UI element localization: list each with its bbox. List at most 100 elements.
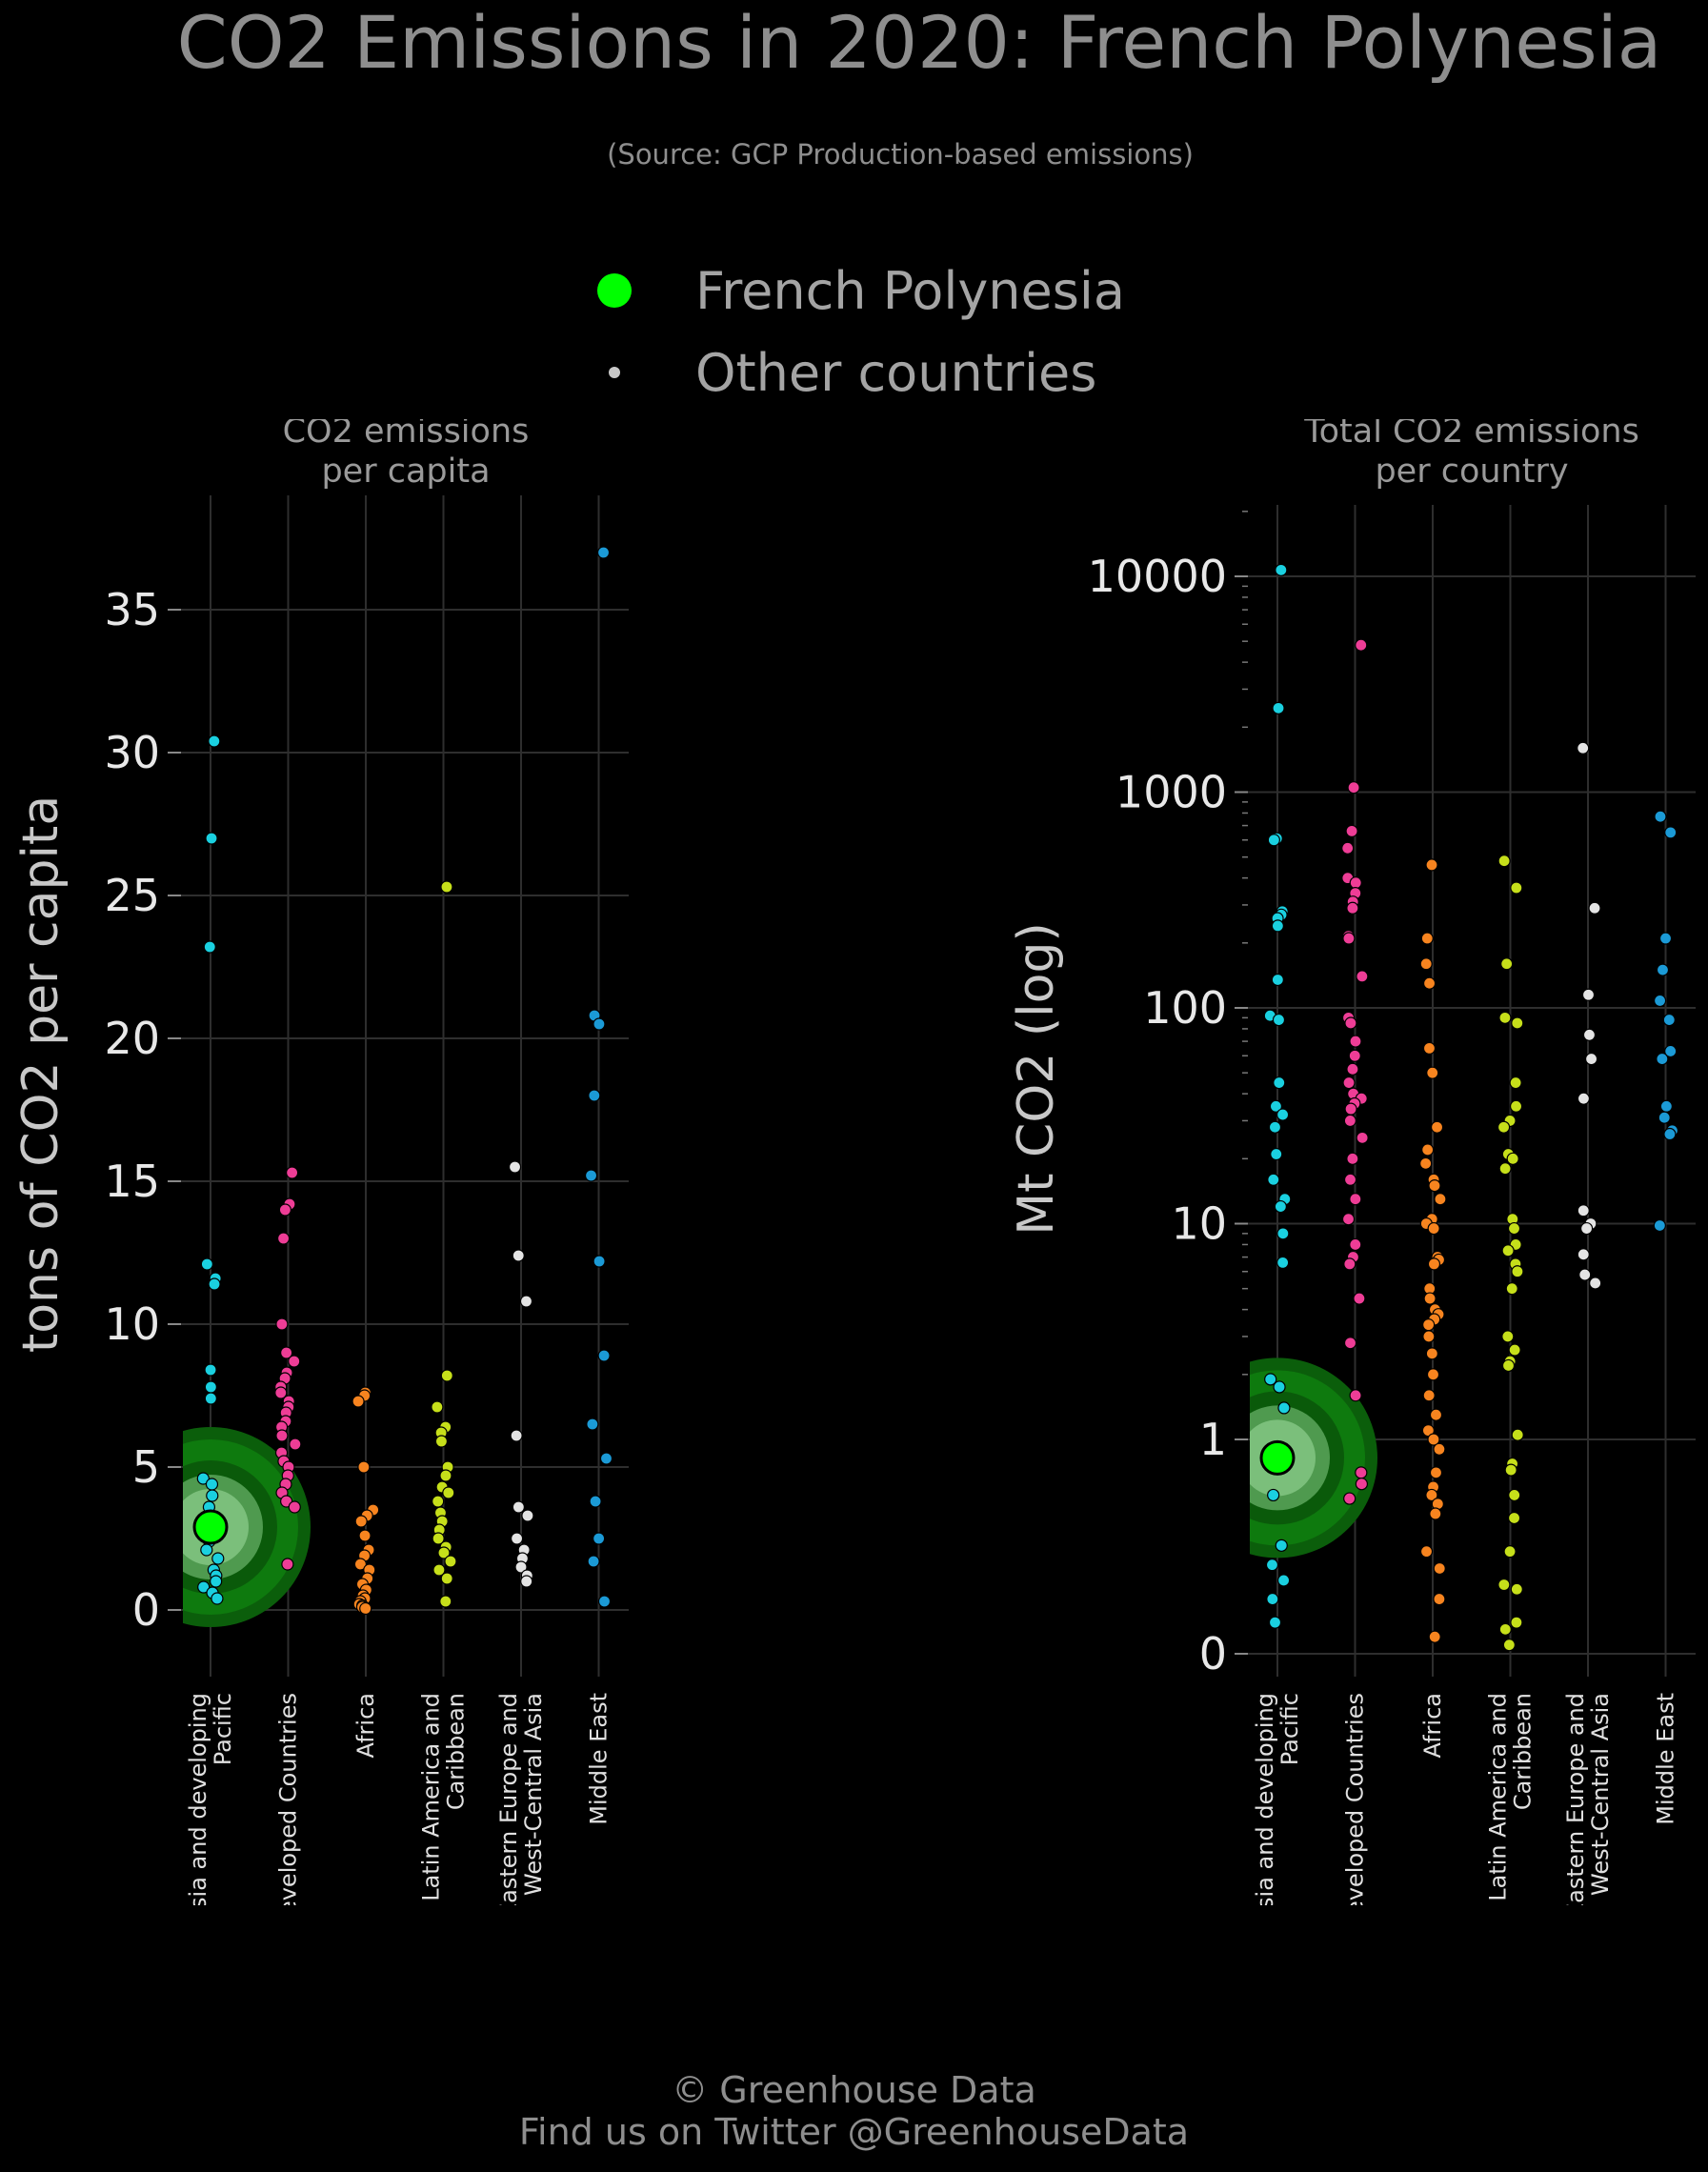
data-point — [1341, 1213, 1356, 1226]
data-point — [1341, 841, 1355, 855]
panel-title-line: CO2 emissions — [283, 419, 530, 451]
data-point — [1343, 1492, 1356, 1505]
data-point — [1501, 1358, 1516, 1373]
x-tick-label: Latin America and — [1485, 1693, 1512, 1901]
data-point — [1428, 1630, 1441, 1643]
data-point — [1511, 1428, 1524, 1441]
data-point — [1509, 1076, 1522, 1090]
data-point — [1433, 1561, 1446, 1576]
data-point — [1276, 1256, 1290, 1269]
data-point — [1577, 1092, 1591, 1105]
y-tick-label: 1000 — [1115, 767, 1227, 818]
legend-other-label: Other countries — [695, 342, 1097, 403]
x-tick-label: Middle East — [586, 1693, 613, 1825]
data-point — [1663, 1127, 1677, 1141]
data-point — [597, 1349, 611, 1362]
data-point — [1346, 901, 1359, 915]
data-point — [1422, 976, 1437, 990]
x-tick-label: Eastern Europe and — [1562, 1693, 1589, 1905]
data-point — [1267, 1488, 1280, 1502]
data-point — [1579, 1221, 1594, 1236]
data-point — [288, 1355, 301, 1368]
data-point — [1582, 1028, 1597, 1041]
chart-subtitle: (Source: GCP Production-based emissions) — [607, 138, 1194, 171]
data-point — [1430, 1120, 1444, 1134]
data-point — [1345, 824, 1358, 837]
data-point — [274, 1386, 288, 1399]
data-point — [584, 1169, 598, 1182]
legend-other-marker — [609, 367, 620, 378]
data-point — [434, 1435, 449, 1448]
footer-twitter: Find us on Twitter @GreenhouseData — [518, 2111, 1190, 2153]
data-point — [593, 1532, 606, 1545]
y-tick-label: 0 — [1199, 1628, 1227, 1679]
data-point — [1503, 1545, 1517, 1559]
data-point — [431, 1400, 444, 1414]
data-point — [512, 1249, 525, 1262]
data-point — [1500, 957, 1514, 971]
legend-item-other: Other countries — [572, 339, 1096, 406]
highlight-point — [192, 1509, 229, 1545]
data-point — [353, 1558, 367, 1571]
data-point — [1356, 1131, 1369, 1144]
data-point — [203, 940, 216, 954]
data-point — [519, 1295, 533, 1308]
data-point — [1588, 901, 1601, 915]
data-point — [520, 1575, 533, 1588]
x-tick-label: Caribbean — [443, 1693, 470, 1810]
data-point — [1419, 1545, 1434, 1559]
data-point — [278, 1203, 291, 1217]
data-point — [1426, 1368, 1440, 1381]
data-point — [204, 1363, 217, 1377]
data-point — [1356, 970, 1369, 983]
data-point — [1273, 1380, 1286, 1394]
x-tick-label: Caribbean — [1510, 1693, 1537, 1810]
data-point — [1355, 638, 1368, 652]
data-point — [210, 1575, 223, 1588]
data-point — [1581, 988, 1596, 1001]
highlight-point — [1259, 1439, 1296, 1476]
data-point — [1658, 1111, 1671, 1124]
y-axis-label: tons of CO2 per capita — [12, 795, 70, 1353]
data-point — [597, 1595, 612, 1608]
data-point — [1275, 563, 1288, 576]
data-point — [1578, 1268, 1592, 1281]
data-point — [1434, 1193, 1447, 1206]
data-point — [200, 1257, 213, 1271]
data-point — [439, 1469, 452, 1482]
panel-title-line: Total CO2 emissions — [1303, 419, 1639, 451]
data-point — [1276, 1574, 1291, 1587]
data-point — [1497, 1120, 1511, 1134]
data-point — [1577, 741, 1590, 754]
data-point — [276, 1232, 291, 1245]
data-point — [1510, 1582, 1523, 1596]
data-point — [1273, 1076, 1286, 1090]
data-point — [1427, 1257, 1441, 1271]
data-point — [1511, 1265, 1524, 1278]
data-point — [196, 1472, 210, 1485]
data-point — [1427, 1221, 1440, 1236]
data-point — [1344, 1016, 1357, 1030]
data-point — [358, 1529, 372, 1542]
data-point — [1577, 1248, 1590, 1261]
data-point — [1271, 919, 1284, 933]
data-point — [1509, 1099, 1523, 1113]
data-point — [1422, 1330, 1436, 1343]
data-point — [206, 1489, 219, 1502]
data-point — [1433, 1442, 1446, 1456]
data-point — [1266, 1592, 1279, 1606]
data-point — [1664, 826, 1678, 839]
data-point — [1275, 1538, 1288, 1552]
panel-title-line: per country — [1375, 452, 1568, 491]
data-point — [1428, 1179, 1441, 1193]
data-point — [275, 1429, 289, 1442]
data-point — [1353, 1292, 1366, 1305]
data-point — [1653, 994, 1667, 1008]
data-point — [1429, 1507, 1442, 1520]
panel-title-line: per capita — [321, 452, 490, 491]
x-tick-label: Middle East — [1653, 1693, 1679, 1825]
data-point — [288, 1500, 301, 1514]
data-point — [439, 1595, 452, 1608]
